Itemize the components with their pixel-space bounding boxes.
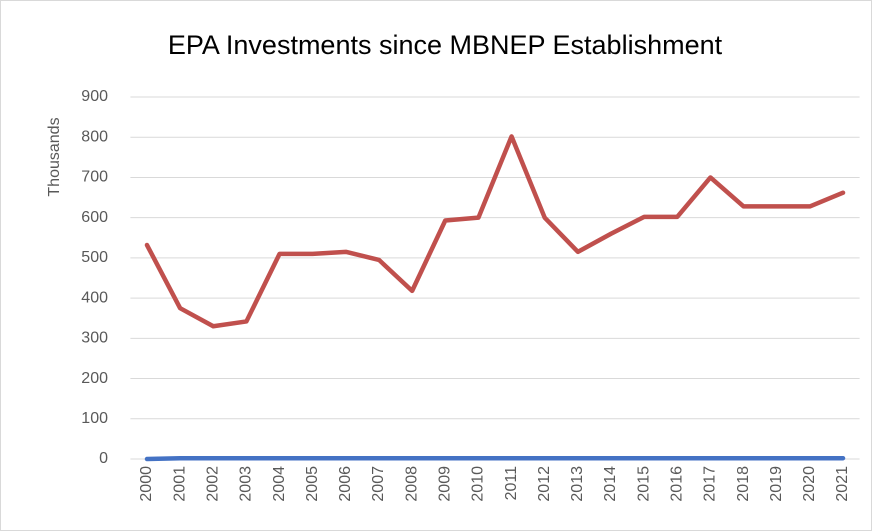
y-tick-label: 800 bbox=[81, 128, 108, 145]
x-tick-label: 2011 bbox=[503, 466, 520, 501]
x-tick-label: 2018 bbox=[735, 466, 752, 502]
x-tick-label: 2000 bbox=[138, 466, 155, 502]
y-tick-label: 100 bbox=[81, 410, 108, 427]
y-tick-label: 900 bbox=[81, 88, 108, 105]
chart-title: EPA Investments since MBNEP Establishmen… bbox=[168, 30, 723, 60]
x-tick-label: 2019 bbox=[768, 466, 785, 502]
x-tick-label: 2015 bbox=[635, 466, 652, 502]
y-tick-label: 700 bbox=[81, 169, 108, 186]
y-tick-label: 600 bbox=[81, 209, 108, 226]
y-tick-label: 400 bbox=[81, 289, 108, 306]
y-axis-label: Thousands bbox=[46, 117, 63, 196]
x-tick-label: 2007 bbox=[370, 466, 387, 502]
x-tick-label: 2014 bbox=[602, 466, 619, 502]
x-tick-label: 2013 bbox=[569, 466, 586, 502]
x-tick-label: 2006 bbox=[337, 466, 354, 502]
x-tick-label: 2010 bbox=[470, 466, 487, 502]
series-line bbox=[144, 455, 846, 462]
series-line bbox=[144, 134, 846, 329]
x-tick-label: 2017 bbox=[702, 466, 719, 502]
x-tick-label: 2012 bbox=[536, 466, 553, 502]
y-tick-label: 0 bbox=[99, 450, 108, 467]
y-tick-label: 200 bbox=[81, 370, 108, 387]
x-tick-label: 2005 bbox=[304, 466, 321, 502]
x-tick-label: 2020 bbox=[801, 466, 818, 502]
x-tick-label: 2002 bbox=[204, 466, 221, 502]
x-tick-label: 2003 bbox=[238, 466, 255, 502]
x-tick-label: 2008 bbox=[403, 466, 420, 502]
y-tick-label: 500 bbox=[81, 249, 108, 266]
y-tick-label: 300 bbox=[81, 330, 108, 347]
x-tick-label: 2001 bbox=[171, 466, 188, 502]
x-tick-label: 2016 bbox=[669, 466, 686, 502]
x-tick-label: 2009 bbox=[437, 466, 454, 502]
x-tick-label: 2004 bbox=[271, 466, 288, 502]
x-tick-label: 2021 bbox=[834, 466, 851, 502]
